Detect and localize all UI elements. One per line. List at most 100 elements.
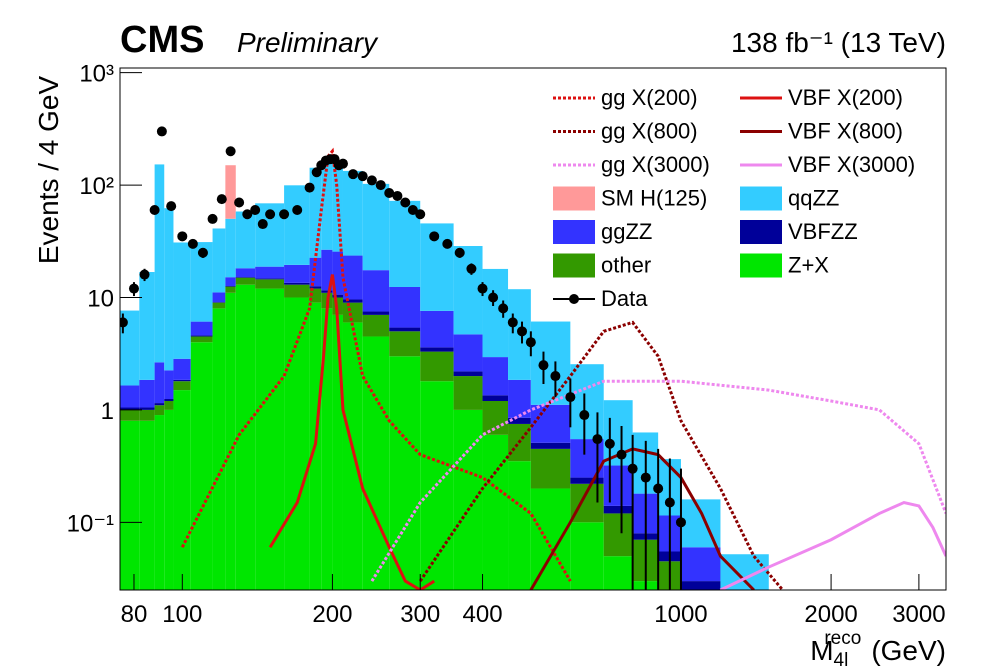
histogram-segment: [190, 342, 213, 590]
data-point: [488, 292, 499, 303]
x-tick-label: 1000: [654, 601, 707, 628]
histogram-segment: [284, 282, 310, 285]
data-point: [348, 169, 359, 180]
x-tick-label: 3000: [892, 601, 945, 628]
histogram-segment: [154, 362, 165, 404]
legend-label: other: [601, 252, 651, 277]
data-point: [407, 205, 418, 216]
histogram-segment: [530, 488, 571, 590]
histogram-segment: [309, 288, 322, 303]
histogram-segment: [362, 336, 390, 590]
legend-label: Z+X: [788, 252, 829, 277]
histogram-segment: [120, 420, 140, 590]
data-point: [517, 326, 528, 337]
signal-line: [719, 500, 946, 590]
data-point: [292, 205, 303, 216]
histogram-segment: [389, 286, 421, 328]
histogram-segment: [453, 246, 483, 335]
histogram-segment: [173, 242, 191, 359]
histogram-segment: [255, 288, 285, 590]
histogram-segment: [680, 581, 721, 590]
histogram-segment: [389, 327, 421, 332]
legend-label: qqZZ: [788, 185, 839, 210]
histogram-segment: [164, 401, 174, 410]
y-tick-label: 10²: [79, 173, 114, 200]
x-tick-label: 80: [121, 601, 148, 628]
histogram-segment: [321, 160, 333, 250]
histogram-segment: [139, 379, 155, 408]
histogram-segment: [453, 371, 483, 377]
legend-label: ggZZ: [601, 219, 652, 244]
y-tick-label: 10: [87, 285, 114, 312]
legend-label: Data: [601, 286, 648, 311]
histogram-segment: [173, 381, 191, 391]
histogram-segment: [309, 302, 322, 590]
histogram-segment: [284, 284, 310, 298]
histogram-segment: [154, 164, 165, 363]
x-tick-label: 100: [162, 601, 202, 628]
data-point: [375, 180, 386, 191]
histogram-segment: [190, 336, 213, 343]
histogram-segment: [453, 409, 483, 590]
data-point: [197, 247, 208, 258]
histogram-segment: [420, 347, 454, 352]
legend-label: VBF X(3000): [788, 152, 915, 177]
legend-swatch: [553, 220, 595, 244]
data-point: [675, 517, 686, 528]
histogram-segment: [482, 395, 509, 402]
legend-swatch: [553, 186, 595, 211]
histogram-segment: [284, 264, 310, 283]
histogram-segment: [120, 310, 140, 386]
histogram-segment: [332, 314, 343, 590]
data-point: [187, 238, 198, 249]
histogram-segment: [332, 294, 343, 298]
histogram-segment: [139, 272, 155, 380]
histogram-segment: [225, 286, 236, 287]
histogram-segment: [225, 277, 236, 287]
histogram-segment: [342, 255, 363, 300]
histogram-segment: [321, 308, 333, 590]
histogram-segment: [164, 409, 174, 590]
histogram-segment: [362, 314, 390, 337]
histogram-segment: [570, 477, 604, 484]
legend-swatch: [740, 186, 782, 211]
legend-label: gg X(800): [601, 118, 698, 143]
histogram-segment: [530, 321, 571, 405]
histogram-segment: [154, 403, 165, 406]
data-point: [392, 190, 403, 201]
x-axis-label: M4lreco (GeV): [810, 628, 946, 671]
data-point: [225, 146, 236, 157]
legend-swatch: [740, 253, 782, 278]
histogram-segment: [389, 331, 421, 357]
data-point: [640, 472, 651, 483]
x-label-sub: 4l: [834, 650, 849, 671]
histogram-segment: [235, 211, 256, 269]
legend-label: gg X(200): [601, 85, 698, 110]
data-point: [579, 410, 590, 421]
histogram-segment: [420, 310, 454, 348]
histogram-segment: [603, 513, 633, 557]
histogram-segment: [342, 322, 363, 590]
histogram-segment: [255, 278, 285, 280]
data-point: [177, 231, 188, 242]
data-point: [242, 209, 253, 220]
data-point: [216, 194, 227, 205]
histogram-segment: [164, 370, 174, 400]
histogram-segment: [342, 170, 363, 256]
data-point: [337, 158, 348, 169]
signal-line: [268, 274, 436, 590]
data-point: [149, 205, 160, 216]
data-point: [156, 126, 167, 137]
y-axis-label: Events / 4 GeV: [33, 76, 64, 265]
data-point: [139, 269, 150, 280]
histogram-segment: [342, 299, 363, 303]
histogram-segment: [420, 351, 454, 382]
data-point: [525, 337, 536, 348]
data-point: [664, 497, 675, 508]
data-point: [477, 283, 488, 294]
histogram-segment: [190, 321, 213, 336]
data-point: [415, 209, 426, 220]
data-point: [120, 317, 128, 328]
histogram-segment: [225, 165, 236, 219]
